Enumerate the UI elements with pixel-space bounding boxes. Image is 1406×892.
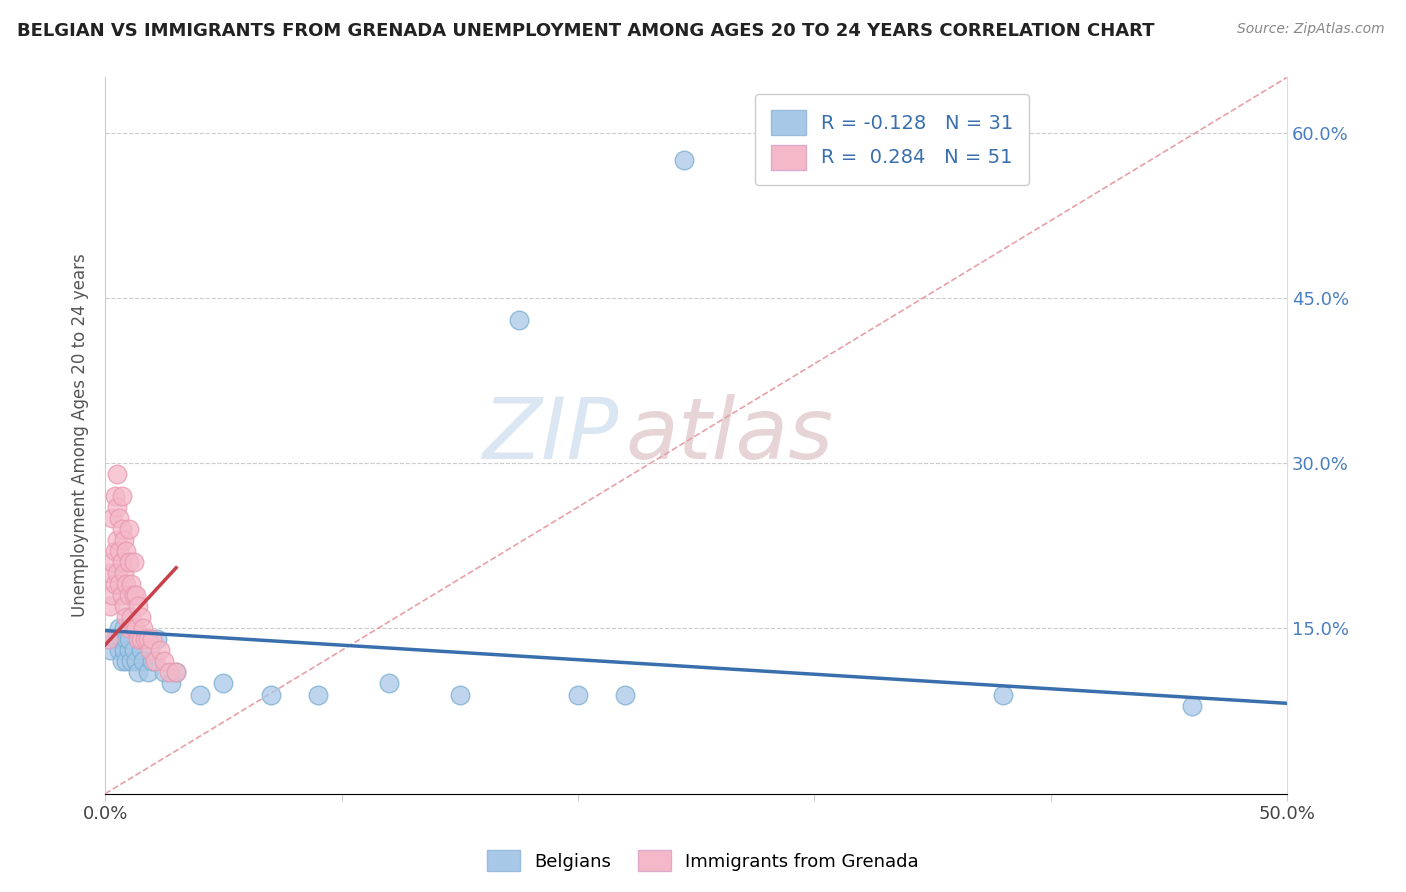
Point xyxy=(136,632,159,647)
Point xyxy=(112,621,135,635)
Text: atlas: atlas xyxy=(626,394,834,477)
Point xyxy=(127,632,149,647)
Text: Source: ZipAtlas.com: Source: ZipAtlas.com xyxy=(1237,22,1385,37)
Point xyxy=(567,688,589,702)
Point xyxy=(129,610,152,624)
Point xyxy=(129,632,152,647)
Point xyxy=(115,610,138,624)
Point xyxy=(118,588,141,602)
Point xyxy=(112,533,135,548)
Point xyxy=(111,655,134,669)
Point xyxy=(148,643,170,657)
Point xyxy=(508,313,530,327)
Point xyxy=(104,577,127,591)
Point xyxy=(111,522,134,536)
Point xyxy=(122,643,145,657)
Point xyxy=(115,655,138,669)
Point xyxy=(111,632,134,647)
Point xyxy=(105,632,128,647)
Point xyxy=(105,533,128,548)
Point xyxy=(118,555,141,569)
Point xyxy=(108,621,131,635)
Point xyxy=(118,643,141,657)
Point xyxy=(115,632,138,647)
Point xyxy=(112,643,135,657)
Point xyxy=(188,688,211,702)
Point xyxy=(97,632,120,647)
Point xyxy=(212,676,235,690)
Point xyxy=(105,566,128,581)
Y-axis label: Unemployment Among Ages 20 to 24 years: Unemployment Among Ages 20 to 24 years xyxy=(72,253,89,617)
Point xyxy=(993,688,1015,702)
Point xyxy=(98,566,121,581)
Point xyxy=(104,632,127,647)
Point xyxy=(141,655,163,669)
Point xyxy=(125,621,148,635)
Point xyxy=(115,577,138,591)
Point xyxy=(98,643,121,657)
Point xyxy=(118,522,141,536)
Point xyxy=(673,153,696,167)
Point xyxy=(165,665,187,680)
Point xyxy=(136,665,159,680)
Point xyxy=(127,599,149,614)
Text: BELGIAN VS IMMIGRANTS FROM GRENADA UNEMPLOYMENT AMONG AGES 20 TO 24 YEARS CORREL: BELGIAN VS IMMIGRANTS FROM GRENADA UNEMP… xyxy=(17,22,1154,40)
Point xyxy=(108,544,131,558)
Point xyxy=(146,632,169,647)
Point xyxy=(111,555,134,569)
Point xyxy=(104,544,127,558)
Point xyxy=(118,632,141,647)
Point xyxy=(125,655,148,669)
Point xyxy=(112,566,135,581)
Legend: Belgians, Immigrants from Grenada: Belgians, Immigrants from Grenada xyxy=(479,843,927,879)
Point xyxy=(98,599,121,614)
Point xyxy=(139,643,162,657)
Point xyxy=(132,655,155,669)
Point xyxy=(101,555,124,569)
Point xyxy=(153,665,176,680)
Point xyxy=(101,511,124,525)
Point xyxy=(449,688,471,702)
Point xyxy=(101,588,124,602)
Point xyxy=(105,500,128,515)
Point xyxy=(108,577,131,591)
Point xyxy=(104,489,127,503)
Text: ZIP: ZIP xyxy=(484,394,619,477)
Point xyxy=(112,599,135,614)
Point xyxy=(108,643,131,657)
Point xyxy=(120,577,142,591)
Point xyxy=(153,655,176,669)
Point xyxy=(120,610,142,624)
Point xyxy=(143,655,166,669)
Point xyxy=(160,676,183,690)
Point xyxy=(165,665,187,680)
Point xyxy=(127,665,149,680)
Point xyxy=(111,588,134,602)
Point xyxy=(378,676,401,690)
Point xyxy=(118,621,141,635)
Point xyxy=(134,632,156,647)
Point xyxy=(125,588,148,602)
Point xyxy=(122,588,145,602)
Point xyxy=(259,688,281,702)
Point xyxy=(307,688,329,702)
Point xyxy=(120,655,142,669)
Point xyxy=(108,511,131,525)
Point xyxy=(132,621,155,635)
Point xyxy=(614,688,637,702)
Legend: R = -0.128   N = 31, R =  0.284   N = 51: R = -0.128 N = 31, R = 0.284 N = 51 xyxy=(755,95,1029,186)
Point xyxy=(157,665,180,680)
Point xyxy=(1181,698,1204,713)
Point xyxy=(111,489,134,503)
Point xyxy=(105,467,128,482)
Point xyxy=(122,555,145,569)
Point xyxy=(141,632,163,647)
Point xyxy=(115,544,138,558)
Point xyxy=(122,621,145,635)
Point xyxy=(129,643,152,657)
